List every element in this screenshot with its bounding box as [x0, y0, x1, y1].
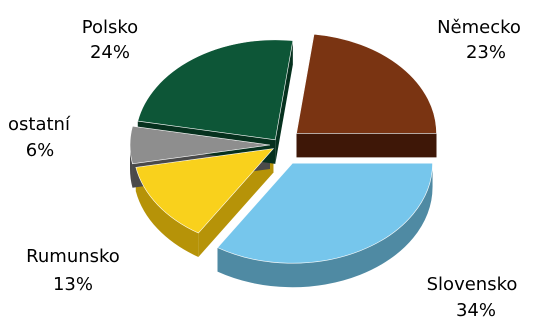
- slice-face-rumunsko: [198, 148, 274, 258]
- slice-rim-rumunsko: [135, 167, 199, 258]
- slice-pct-polsko: 24%: [90, 42, 130, 63]
- slice-label-polsko: Polsko: [82, 17, 138, 38]
- slice-label-nemecko: Německo: [437, 17, 521, 38]
- slice-label-ostatni: ostatní: [8, 114, 71, 135]
- slice-face-polsko: [275, 40, 293, 164]
- slice-ostatni: [129, 125, 271, 165]
- slice-nemecko: [296, 33, 437, 134]
- pie-top-layer: [129, 33, 437, 264]
- slice-slovensko: [217, 162, 433, 264]
- slice-rumunsko: [135, 148, 275, 234]
- slice-pct-slovensko: 34%: [456, 300, 496, 320]
- slice-polsko: [137, 39, 294, 141]
- slice-pct-ostatni: 6%: [26, 140, 55, 161]
- slice-label-slovensko: Slovensko: [427, 274, 518, 295]
- slice-label-rumunsko: Rumunsko: [26, 246, 120, 267]
- slice-pct-nemecko: 23%: [466, 42, 506, 63]
- slice-pct-rumunsko: 13%: [53, 274, 93, 295]
- slice-face-nemecko: [296, 133, 437, 158]
- slice-rim-slovensko: [217, 163, 433, 288]
- pie-labels: Polsko 24% Německo 23% ostatní 6% Rumuns…: [8, 17, 521, 320]
